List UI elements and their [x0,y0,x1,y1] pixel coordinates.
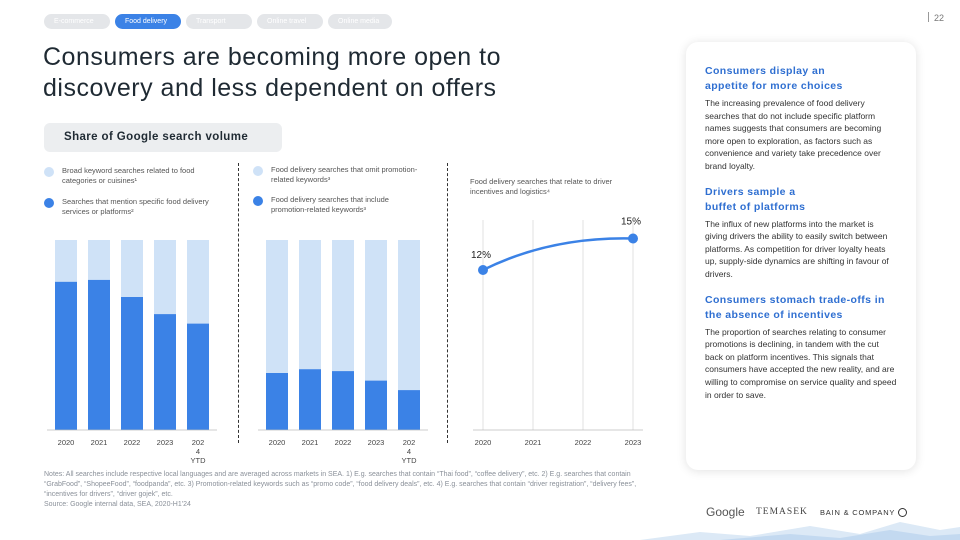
x-tick-label: 2020 [58,438,75,447]
data-label: 15% [621,217,641,228]
bar-segment-light [365,240,387,381]
x-tick-label: 2022 [124,438,141,447]
data-label: 12% [471,250,491,261]
tab-food-delivery[interactable]: Food delivery [115,14,181,29]
bar-segment-dark [398,390,420,430]
bar-segment-dark [299,369,321,430]
legend-swatch-light [253,166,263,176]
legend-broad-keyword: Broad keyword searches related to food c… [44,166,214,186]
bar-segment-dark [55,281,77,430]
bar-segment-dark [266,373,288,430]
insight-heading: Consumers display an appetite for more c… [705,65,843,92]
x-tick-label: 2023 [157,438,174,447]
x-tick-label: 2021 [302,438,319,447]
legend-broad-keyword-label: Broad keyword searches related to food c… [62,166,195,185]
notes-text: Notes: All searches include respective l… [44,471,637,498]
bar-segment-dark [121,297,143,430]
legend-swatch-light [44,167,54,177]
line-chart-caption: Food delivery searches that relate to dr… [470,177,613,196]
legend-include-promotion: Food delivery searches that include prom… [253,195,423,215]
bar-segment-light [187,240,209,324]
tab-e-commerce[interactable]: E-commerce [44,14,110,29]
chart-divider [447,163,448,443]
bar-segment-dark [154,314,176,430]
bar-segment-light [88,240,110,280]
bar-segment-dark [365,380,387,430]
bar-segment-dark [332,371,354,430]
x-tick-label: 2022 [575,438,592,447]
data-point [628,233,638,244]
insight-body: The influx of new platforms into the mar… [705,218,889,279]
x-tick-label: 2021 [525,438,542,447]
bain-mark-icon [898,508,907,517]
bar-segment-dark [88,279,110,430]
bar-segment-light [266,240,288,373]
chart-subtitle: Share of Google search volume [44,123,282,152]
x-tick-label: 2020 [269,438,286,447]
temasek-logo: TEMASEK [756,507,808,517]
bar-segment-light [121,240,143,297]
bar-segment-light [332,240,354,372]
bar-segment-light [55,240,77,282]
bar-chart-promotion-keywords: 2020 2021 2022 2023 202 4 YTD [258,240,428,465]
chart-divider [238,163,239,443]
google-logo: Google [706,505,745,519]
series-line [482,237,634,272]
page-title: Consumers are becoming more open to disc… [43,43,502,102]
data-point [478,265,488,275]
legend-swatch-dark [44,198,54,208]
bar-segment-light [154,240,176,315]
bar-chart-platform-mentions: 2020 2021 2022 2023 202 4 YTD [47,240,217,465]
source-text: Source: Google internal data, SEA, 2020-… [44,501,191,508]
insight-body: The proportion of searches relating to c… [705,326,897,400]
charts-svg: 2020 2021 2022 2023 202 4 YTD 2020 2021 2022 2023… [47,217,643,465]
legend-omit-promotion: Food delivery searches that omit promoti… [253,165,423,185]
x-tick-label: 2020 [475,438,492,447]
insight-heading: Consumers stomach trade-offs in the abse… [705,293,885,321]
legend-swatch-dark [253,196,263,206]
section-tabs: E-commerce Food delivery Transport Onlin… [44,14,392,29]
insights-panel: Consumers display an appetite for more c… [686,42,916,470]
bar-segment-light [398,240,420,391]
insight-heading: Drivers sample a buffet of platforms [705,185,806,213]
legend-specific-platform-label: Searches that mention specific food deli… [62,197,209,216]
x-tick-label: 2022 [335,438,352,447]
bar-segment-dark [187,323,209,430]
page-number: 22 [928,12,944,23]
x-tick-label: 202 4 YTD [191,438,207,465]
bain-logo-text: BAIN & COMPANY [820,508,896,517]
tab-transport[interactable]: Transport [186,14,252,29]
mountain-decoration [640,522,960,540]
legend-omit-promotion-label: Food delivery searches that omit promoti… [271,165,418,184]
bar-segment-light [299,240,321,370]
x-tick-label: 202 4 YTD [402,438,418,465]
bain-logo: BAIN & COMPANY [820,508,907,517]
tab-online-travel[interactable]: Online travel [257,14,323,29]
insight-body: The increasing prevalence of food delive… [705,98,882,171]
line-chart-driver-incentives: 2020 2021 2022 2023 12% 15% [471,217,643,447]
x-tick-label: 2023 [625,438,642,447]
x-tick-label: 2021 [91,438,108,447]
legend-include-promotion-label: Food delivery searches that include prom… [271,195,389,214]
x-tick-label: 2023 [368,438,385,447]
tab-online-media[interactable]: Online media [328,14,392,29]
legend-specific-platform: Searches that mention specific food deli… [44,197,224,217]
footnotes: Notes: All searches include respective l… [44,470,644,510]
